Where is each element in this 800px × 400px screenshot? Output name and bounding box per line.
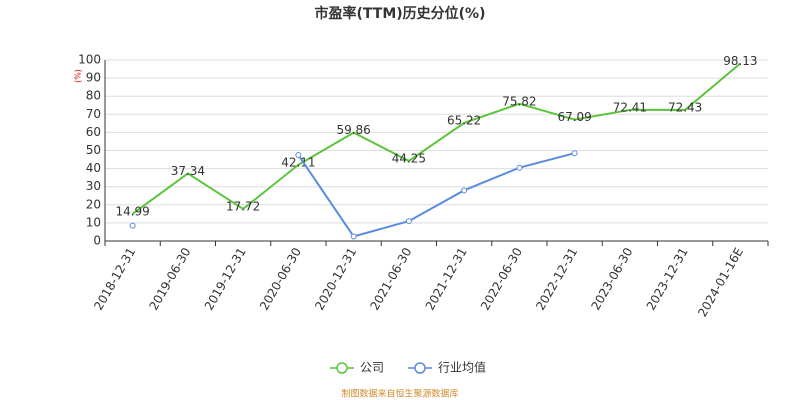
data-label: 17.72 <box>226 199 260 213</box>
point <box>350 233 357 240</box>
y-tick-label: 80 <box>86 89 101 103</box>
data-label: 44.25 <box>392 151 426 165</box>
data-label: 75.82 <box>502 94 536 108</box>
x-tick-label: 2019-12-31 <box>202 245 249 312</box>
point <box>129 222 136 229</box>
legend-marker <box>414 362 426 374</box>
x-tick-label: 2018-12-31 <box>91 245 138 312</box>
data-label: 59.86 <box>336 123 370 137</box>
data-label: 42.11 <box>281 155 315 169</box>
legend-marker <box>336 362 348 374</box>
y-tick-label: 40 <box>86 161 101 175</box>
x-tick-label: 2022-12-31 <box>533 245 580 312</box>
series-line <box>297 152 575 238</box>
point <box>516 164 523 171</box>
y-tick-label: 100 <box>78 53 101 67</box>
y-tick-label: 0 <box>93 234 101 248</box>
y-tick-label: 30 <box>86 179 101 193</box>
series-line <box>132 62 742 215</box>
point <box>461 187 468 194</box>
y-tick-label: 10 <box>86 215 101 229</box>
chart-title: 市盈率(TTM)历史分位(%) <box>315 5 486 22</box>
x-tick-label: 2023-12-31 <box>644 245 691 312</box>
x-tick-label: 2024-01-16E <box>695 245 746 319</box>
x-tick-label: 2019-06-30 <box>147 245 194 312</box>
y-tick-label: 50 <box>86 143 101 157</box>
x-tick-label: 2021-06-30 <box>368 245 415 312</box>
data-label: 65.22 <box>447 113 481 127</box>
legend-label: 公司 <box>360 361 384 375</box>
point <box>295 152 302 159</box>
x-tick-label: 2022-06-30 <box>478 245 525 312</box>
x-tick-label: 2021-12-31 <box>423 245 470 312</box>
x-tick-label: 2020-12-31 <box>312 245 359 312</box>
data-label: 37.34 <box>171 164 205 178</box>
source-note: 制图数据来自恒生聚源数据库 <box>341 388 458 400</box>
y-tick-label: 60 <box>86 125 101 139</box>
data-label: 98.13 <box>723 54 757 68</box>
point <box>571 150 578 157</box>
data-label: 72.43 <box>668 100 702 114</box>
point <box>405 218 412 225</box>
y-tick-label: 70 <box>86 107 101 121</box>
data-label: 67.09 <box>557 110 591 124</box>
y-tick-label: 20 <box>86 197 101 211</box>
x-tick-label: 2023-06-30 <box>589 245 636 312</box>
x-tick-label: 2020-06-30 <box>257 245 304 312</box>
data-label: 72.41 <box>613 100 647 114</box>
y-tick-label: 90 <box>86 71 101 85</box>
y-axis-label: (%) <box>74 69 83 83</box>
data-label: 14.99 <box>115 204 149 218</box>
legend-label: 行业均值 <box>438 360 486 375</box>
